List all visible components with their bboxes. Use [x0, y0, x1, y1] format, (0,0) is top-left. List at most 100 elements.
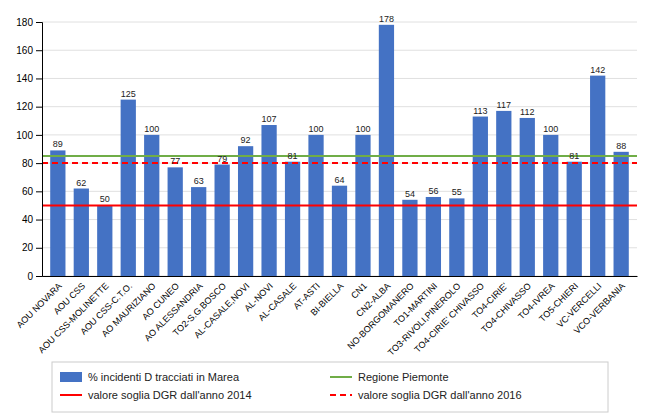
x-axis: AOU NOVARAAOU CSSAOU CSS-MOLINETTEAOU CS… [15, 276, 638, 358]
tick-label: 140 [16, 73, 33, 84]
data-label: 100 [309, 124, 324, 134]
bar [449, 198, 464, 276]
data-label: 56 [428, 186, 438, 196]
plot-area: 8962501251007763799210781100641001785456… [15, 14, 638, 358]
data-label: 81 [569, 151, 579, 161]
x-tick: VCO-VERBANIA [572, 276, 627, 336]
tick-mark [36, 22, 42, 23]
tick-mark [36, 50, 42, 51]
data-label: 100 [543, 124, 558, 134]
x-tick: AL-CASALE,NOVI [192, 276, 251, 340]
reference-line [42, 204, 637, 206]
data-label: 81 [288, 151, 298, 161]
data-label: 107 [262, 114, 277, 124]
tick-label: 20 [22, 242, 34, 253]
legend-item: % incidenti D tracciati in Marea [60, 371, 240, 383]
tick-label: 0 [27, 271, 33, 282]
y-tick: 40 [22, 214, 42, 225]
y-tick: 140 [16, 73, 42, 84]
y-tick: 120 [16, 101, 42, 112]
bar [285, 162, 300, 276]
legend-item: Regione Piemonte [330, 371, 449, 383]
bar [614, 152, 629, 276]
data-label: 64 [334, 175, 344, 185]
data-label: 63 [194, 176, 204, 186]
y-tick: 80 [22, 158, 42, 169]
bar [520, 118, 535, 276]
data-label: 142 [590, 65, 605, 75]
data-label: 113 [473, 106, 487, 116]
reference-line [42, 162, 637, 164]
tick-label: 80 [22, 158, 34, 169]
axis-domain [43, 276, 638, 277]
bar [473, 117, 488, 276]
y-axis: 0 20 40 60 80 100 120 140 160 180 [16, 17, 42, 282]
bar [402, 200, 417, 276]
tick-mark [36, 163, 42, 164]
bar [191, 187, 206, 276]
bar [590, 76, 605, 276]
legend-label: valore soglia DGR dall'anno 2016 [358, 389, 522, 401]
legend-swatch [330, 394, 352, 396]
grid [42, 22, 637, 276]
legend-label: Regione Piemonte [358, 371, 449, 383]
data-label: 50 [100, 194, 110, 204]
x-tick: AL-CASALE [256, 276, 298, 323]
reference-line [42, 155, 637, 157]
bar [97, 205, 112, 276]
axis-domain [36, 23, 43, 277]
bar [74, 189, 89, 276]
tick-label: BI-BIELLA [309, 281, 346, 318]
tick-label: 160 [16, 45, 33, 56]
data-label: 54 [405, 189, 415, 199]
tick-mark [36, 135, 42, 136]
tick-label: AL-CASALE [256, 281, 298, 323]
chart-container: 8962501251007763799210781100641001785456… [0, 0, 651, 416]
grid-line [42, 50, 637, 51]
tick-mark [36, 78, 42, 79]
tick-mark [36, 220, 42, 221]
tick-mark [36, 107, 42, 108]
legend: % incidenti D tracciati in Marea Regione … [52, 362, 608, 412]
tick-label: AL-CASALE,NOVI [192, 281, 251, 340]
tick-label: 100 [16, 130, 33, 141]
y-tick: 20 [22, 242, 42, 253]
marks [42, 25, 637, 276]
tick-label: VCO-VERBANIA [572, 281, 627, 336]
data-label: 100 [144, 124, 159, 134]
tick-mark [36, 276, 42, 277]
tick-label: 60 [22, 186, 34, 197]
bar [215, 165, 230, 276]
tick-label: 120 [16, 101, 33, 112]
data-label: 55 [452, 187, 462, 197]
data-labels: 8962501251007763799210781100641001785456… [53, 14, 626, 205]
data-label: 88 [616, 141, 626, 151]
bar [496, 111, 511, 276]
bar [332, 186, 347, 276]
bar [121, 100, 136, 276]
bar [261, 125, 276, 276]
tick-label: 180 [16, 17, 33, 28]
legend-label: valore soglia DGR dall'anno 2014 [88, 389, 252, 401]
tick-label: 40 [22, 214, 34, 225]
grid-line [42, 22, 637, 23]
legend-item: valore soglia DGR dall'anno 2016 [330, 389, 522, 401]
bar [426, 197, 441, 276]
x-tick: AOU NOVARA [15, 276, 64, 330]
legend-item: valore soglia DGR dall'anno 2014 [60, 389, 252, 401]
x-tick: CN1 [349, 276, 369, 301]
legend-label: % incidenti D tracciati in Marea [88, 371, 240, 383]
y-tick: 180 [16, 17, 42, 28]
tick-mark [36, 248, 42, 249]
bar [238, 146, 253, 276]
data-label: 100 [355, 124, 370, 134]
y-tick: 0 [27, 271, 42, 282]
grid-line [42, 78, 637, 79]
data-label: 125 [121, 89, 136, 99]
tick-mark [36, 191, 42, 192]
legend-swatch [60, 394, 82, 396]
data-label: 117 [497, 100, 511, 110]
data-label: 112 [520, 107, 534, 117]
legend-swatch [60, 372, 82, 382]
bar [379, 25, 394, 276]
